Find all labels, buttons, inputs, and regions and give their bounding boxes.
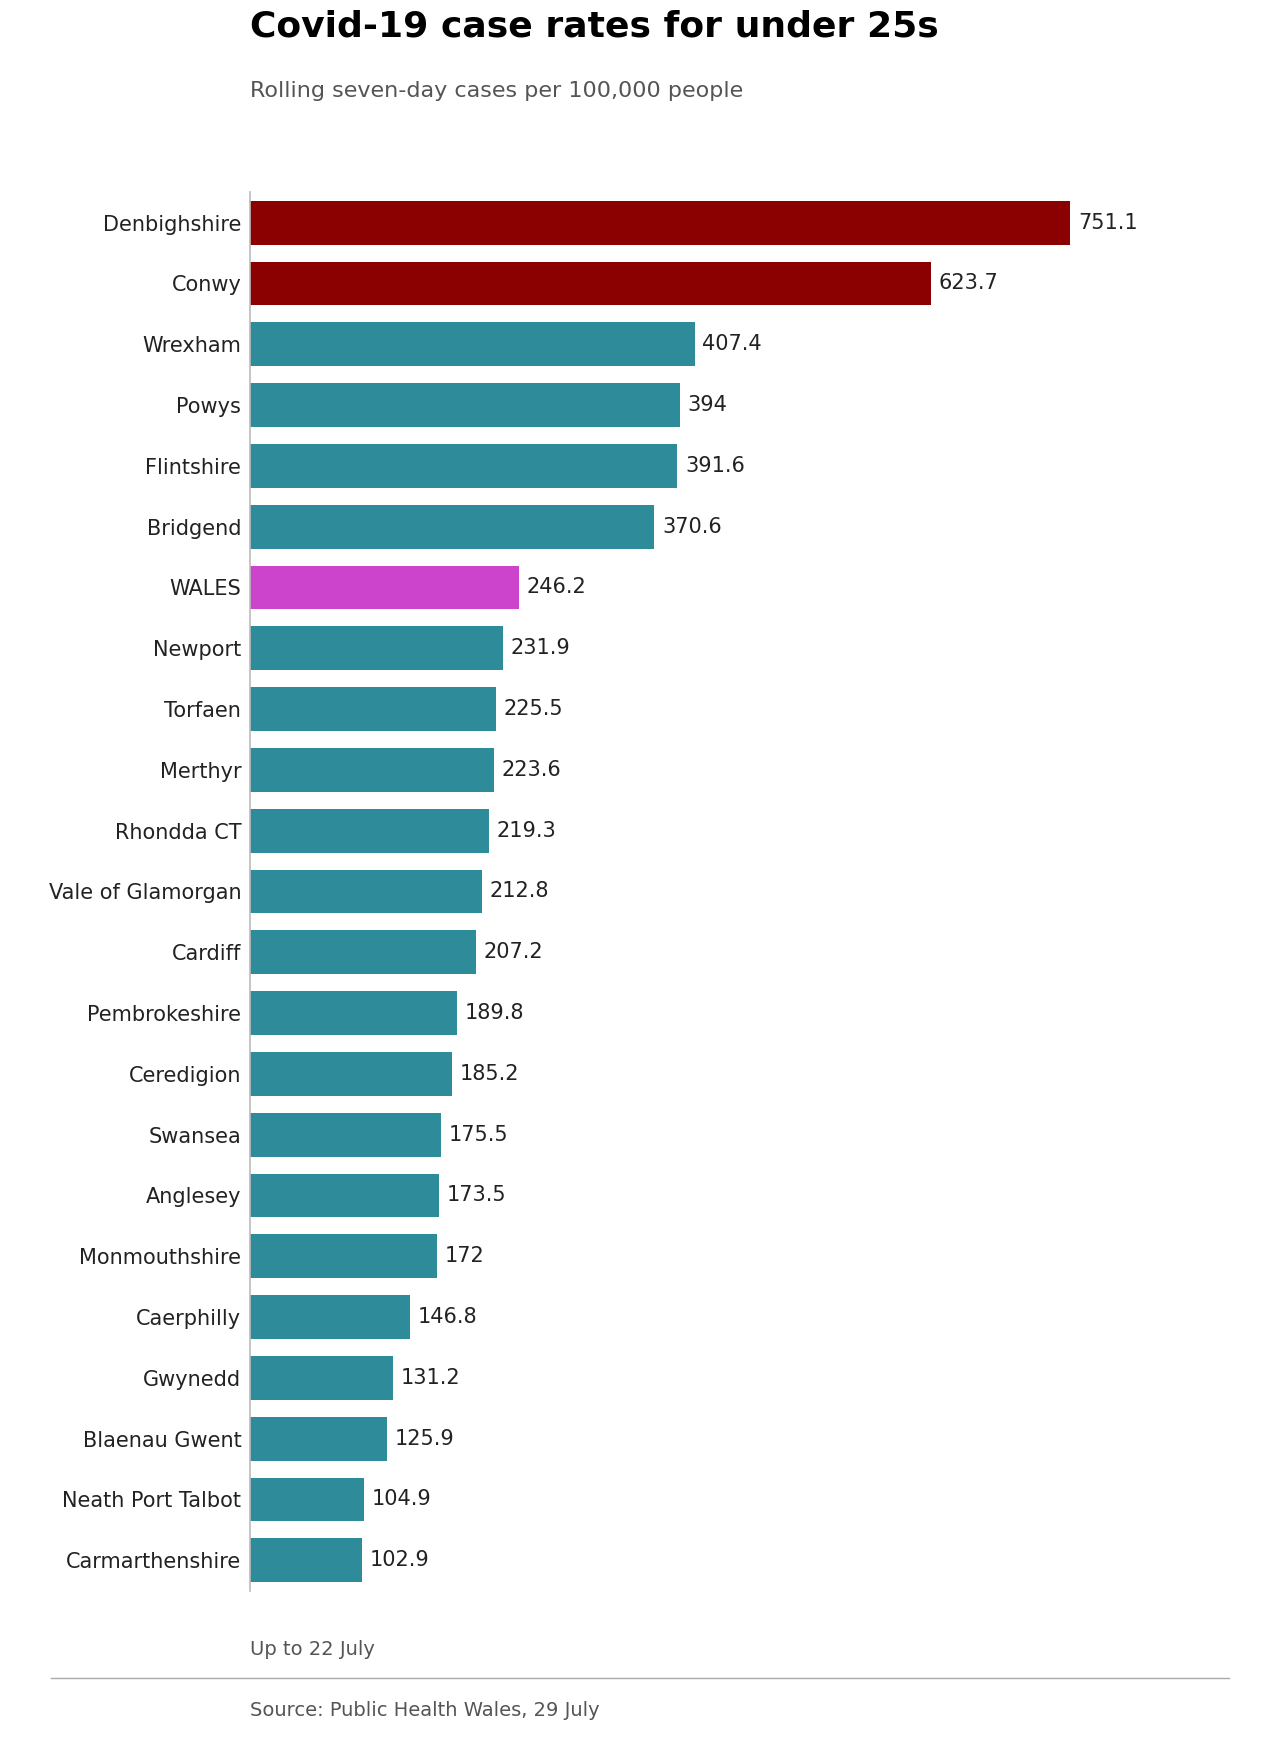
Text: 407.4: 407.4 (703, 334, 762, 355)
Bar (250, 1356, 393, 1400)
Text: 175.5: 175.5 (449, 1124, 508, 1145)
Bar (250, 809, 489, 853)
Bar (250, 444, 677, 488)
Text: 189.8: 189.8 (465, 1003, 524, 1023)
Text: 394: 394 (687, 395, 727, 414)
Bar (250, 1295, 410, 1339)
Text: 146.8: 146.8 (417, 1308, 477, 1327)
Bar (250, 1477, 365, 1521)
Text: Covid-19 case rates for under 25s: Covid-19 case rates for under 25s (250, 10, 938, 44)
Text: 370.6: 370.6 (662, 517, 722, 537)
Bar (250, 322, 695, 365)
Bar (250, 1052, 452, 1096)
Text: 173.5: 173.5 (447, 1185, 507, 1206)
Bar (250, 748, 494, 792)
Bar (250, 930, 476, 974)
Text: 246.2: 246.2 (526, 577, 586, 598)
Bar (250, 566, 518, 610)
Bar (250, 1173, 439, 1217)
Text: 391.6: 391.6 (685, 456, 745, 475)
Text: 104.9: 104.9 (372, 1489, 431, 1510)
Text: 131.2: 131.2 (401, 1369, 461, 1388)
Bar (250, 505, 654, 549)
Text: BBC: BBC (1143, 1706, 1184, 1724)
Bar (250, 626, 503, 669)
Text: 212.8: 212.8 (490, 881, 549, 902)
Text: 172: 172 (445, 1246, 485, 1266)
Bar (250, 1113, 442, 1157)
Text: 185.2: 185.2 (460, 1065, 520, 1084)
Bar (250, 1418, 387, 1461)
Text: 751.1: 751.1 (1078, 213, 1138, 232)
Text: 623.7: 623.7 (938, 273, 998, 294)
Text: 219.3: 219.3 (497, 820, 557, 841)
Text: Source: Public Health Wales, 29 July: Source: Public Health Wales, 29 July (250, 1701, 599, 1720)
Text: 223.6: 223.6 (502, 760, 561, 780)
Text: 231.9: 231.9 (511, 638, 571, 659)
Text: Rolling seven-day cases per 100,000 people: Rolling seven-day cases per 100,000 peop… (250, 82, 742, 101)
Bar (250, 201, 1070, 245)
Bar (250, 1538, 362, 1582)
Text: 207.2: 207.2 (484, 942, 543, 963)
Bar (250, 262, 931, 306)
Text: Up to 22 July: Up to 22 July (250, 1640, 375, 1659)
Text: 125.9: 125.9 (394, 1428, 454, 1449)
Bar (250, 687, 495, 731)
Bar (250, 1234, 438, 1278)
Text: 102.9: 102.9 (370, 1550, 429, 1570)
Bar (250, 991, 457, 1035)
Bar (250, 869, 483, 914)
Text: 225.5: 225.5 (503, 699, 563, 718)
Bar (250, 383, 680, 427)
